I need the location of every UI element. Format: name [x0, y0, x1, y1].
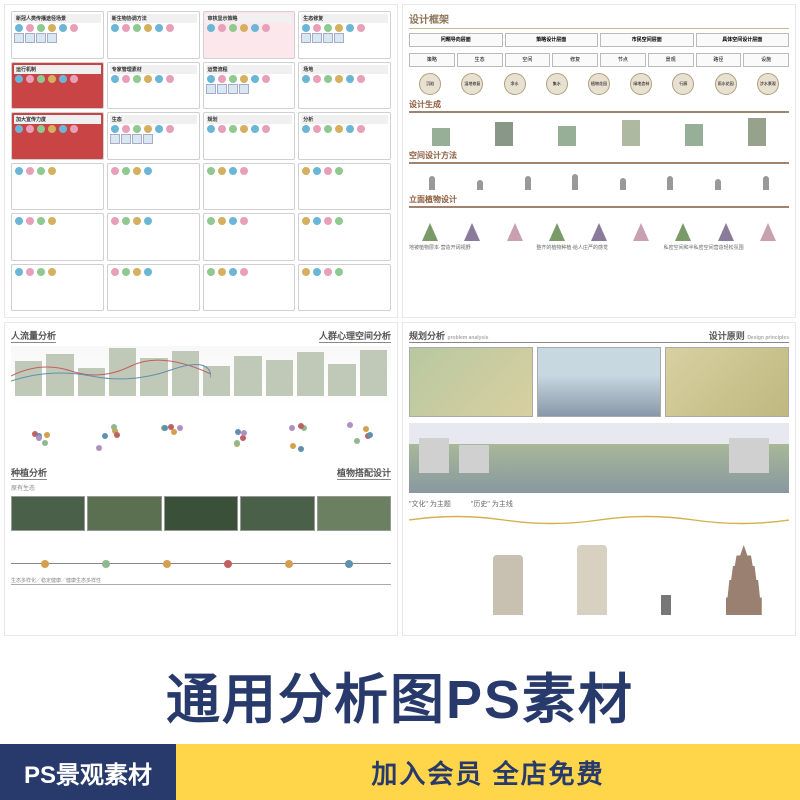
- panel-planning-analysis: 规划分析 problem analysis 设计原则 Design princi…: [402, 322, 796, 636]
- p4-sculptures: [409, 535, 789, 615]
- p2-header-row: 问题导向层面策略设计层面市民空间层面具体空间设计层面: [409, 33, 789, 47]
- banner-tag-promo: 加入会员 全店免费: [176, 744, 800, 800]
- p1-block: 运行机制: [11, 62, 104, 110]
- pagoda-icon: [726, 545, 762, 615]
- p1-block: 生态修复: [298, 11, 391, 59]
- strategy-icon: 植物花园: [588, 73, 610, 95]
- p2-sec-plant: 立面植物设计: [409, 194, 789, 208]
- bottom-banner: 通用分析图PS素材 PS景观素材 加入会员 全店免费: [0, 644, 800, 800]
- curve-overlay: [11, 356, 211, 386]
- p2-title: 设计框架: [409, 11, 789, 29]
- p1-block: 审核显示策略: [203, 11, 296, 59]
- p1-block: 新冠人类传播途径场景: [11, 11, 104, 59]
- p1-block: 新生物协调方法: [107, 11, 200, 59]
- strategy-icon: 集水: [546, 73, 568, 95]
- p2-circle-icons: 沉陷湿地修复净水集水植物花园绿地造林行廊雨水花园涉水景观: [409, 73, 789, 95]
- panel-infographic-1: 新冠人类传播途径场景新生物协调方法审核显示策略生态修复运行机制专家管理素材运营流…: [4, 4, 398, 318]
- p4-top-images: [409, 347, 789, 417]
- p3-hdr-match: 植物搭配设计: [337, 466, 391, 480]
- strategy-icon: 行廊: [672, 73, 694, 95]
- p1-block: 加大宣传力度: [11, 112, 104, 160]
- p1-block: 规划: [203, 112, 296, 160]
- statue-icon: [493, 555, 523, 615]
- p2-shapes: [409, 116, 789, 146]
- statue-icon: [577, 545, 607, 615]
- p2-trees: [409, 211, 789, 241]
- p1-block: 分析: [298, 112, 391, 160]
- strategy-icon: 涉水景观: [757, 73, 779, 95]
- p3-timeline: 生态多样化／稳定健康／健康生态多样性: [11, 535, 391, 585]
- p2-boxes-row: 策略生态 空间修复 节点景观 路径设施: [409, 53, 789, 67]
- p3-dot-clusters: [11, 412, 391, 462]
- banner-big-title: 通用分析图PS素材: [0, 644, 800, 744]
- p2-plant-labels: 地被植物层本·营造开阔视野 整齐的植物种植·给人庄严的感觉 私密空间和半私密空间…: [409, 244, 789, 251]
- strategy-icon: 沉陷: [419, 73, 441, 95]
- p1-block: 场地: [298, 62, 391, 110]
- banner-tag-category: PS景观素材: [0, 744, 176, 800]
- p3-hdr-space: 人群心理空间分析: [319, 329, 391, 343]
- panel-design-framework: 设计框架 问题导向层面策略设计层面市民空间层面具体空间设计层面 策略生态 空间修…: [402, 4, 796, 318]
- strategy-icon: 雨水花园: [715, 73, 737, 95]
- p1-block: 生态: [107, 112, 200, 160]
- p4-render: [409, 423, 789, 493]
- panel-analysis-charts: 人流量分析 人群心理空间分析 种植分析 植物搭配设计 原有生态: [4, 322, 398, 636]
- strategy-icon: 绿地造林: [630, 73, 652, 95]
- p2-sec-generate: 设计生成: [409, 99, 789, 113]
- p3-photo-strip: [11, 496, 391, 531]
- p1-block: 专家管理素材: [107, 62, 200, 110]
- p1-block: 运营流程: [203, 62, 296, 110]
- p2-sec-method: 空间设计方法: [409, 150, 789, 164]
- p3-hdr-plant: 种植分析: [11, 466, 47, 480]
- p2-silhouettes: [409, 166, 789, 190]
- wave-divider: [409, 513, 789, 527]
- p4-themes: "文化" 为主题 "历史" 为主线: [409, 499, 789, 509]
- strategy-icon: 湿地修复: [461, 73, 483, 95]
- p3-bar-chart: [11, 346, 391, 406]
- banner-strip: PS景观素材 加入会员 全店免费: [0, 744, 800, 800]
- p3-hdr-flow: 人流量分析: [11, 329, 56, 343]
- p4-header: 规划分析 problem analysis 设计原则 Design princi…: [409, 329, 789, 343]
- p3-sub: 原有生态: [11, 483, 391, 492]
- thumbnail-grid: 新冠人类传播途径场景新生物协调方法审核显示策略生态修复运行机制专家管理素材运营流…: [0, 0, 800, 640]
- strategy-icon: 净水: [504, 73, 526, 95]
